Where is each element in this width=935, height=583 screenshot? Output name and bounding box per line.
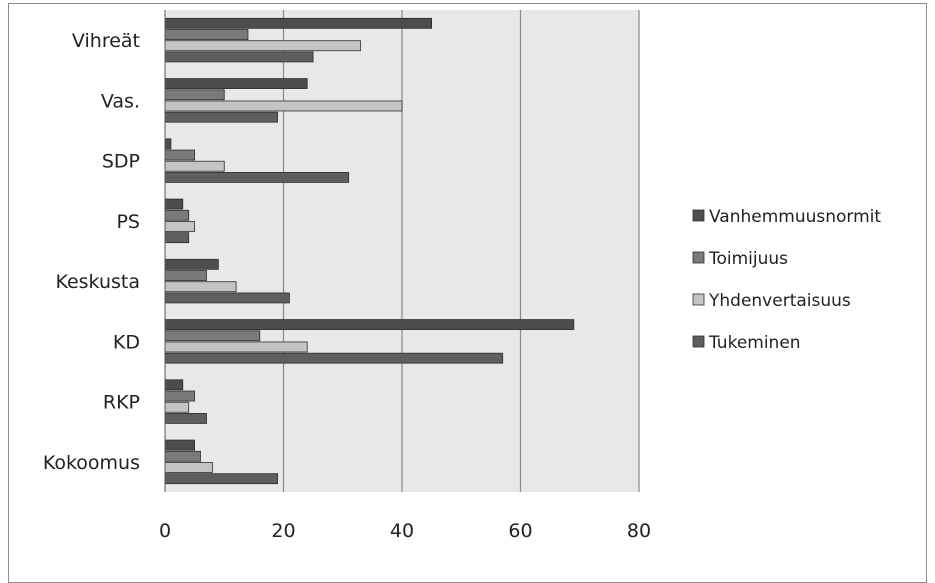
bar-kd-vanhemmuusnormit	[164, 319, 575, 330]
x-tick-labels: 0 20 40 60 80	[159, 520, 651, 542]
category-label: KD	[113, 331, 140, 353]
x-tick-label: 40	[390, 520, 414, 542]
legend-label: Toimijuus	[708, 249, 788, 269]
bar-keskusta-toimijuus	[164, 270, 207, 281]
bar-kokoomus-yhdenvertaisuus	[164, 462, 213, 473]
bar-kd-yhdenvertaisuus	[164, 341, 308, 353]
category-label: Vihreät	[72, 30, 140, 52]
bar-vas--toimijuus	[164, 89, 225, 101]
bar-kokoomus-vanhemmuusnormit	[164, 439, 196, 451]
bar-vihre-t-toimijuus	[164, 29, 249, 40]
bar-kokoomus-toimijuus	[164, 450, 201, 462]
bar-sdp-tukeminen	[164, 172, 350, 183]
bar-ps-toimijuus	[164, 209, 190, 221]
legend: Vanhemmuusnormit Toimijuus Yhdenvertaisuus…	[692, 207, 881, 353]
bar-kokoomus-tukeminen	[164, 473, 278, 485]
category-labels: Vihreät Vas. SDP PS Keskusta KD RKP Kokoomus	[43, 30, 140, 474]
bars	[164, 17, 575, 485]
bar-vas--tukeminen	[164, 111, 278, 123]
bar-keskusta-yhdenvertaisuus	[164, 281, 237, 293]
bar-sdp-toimijuus	[164, 149, 196, 161]
bar-kd-tukeminen	[164, 352, 504, 364]
x-tick-label: 0	[159, 520, 171, 542]
bar-vas--vanhemmuusnormit	[164, 78, 308, 89]
bar-rkp-tukeminen	[164, 413, 207, 424]
bar-vas--yhdenvertaisuus	[164, 100, 403, 112]
bar-rkp-vanhemmuusnormit	[164, 379, 184, 391]
bar-ps-vanhemmuusnormit	[164, 198, 184, 210]
legend-label: Yhdenvertaisuus	[708, 291, 851, 311]
bar-chart: Vihreät Vas. SDP PS Keskusta KD RKP Kokoomus 0 2…	[43, 10, 881, 542]
x-tick-label: 80	[627, 520, 651, 542]
bar-sdp-yhdenvertaisuus	[164, 160, 225, 172]
category-label: PS	[116, 211, 140, 233]
bar-keskusta-vanhemmuusnormit	[164, 258, 219, 270]
bar-vihre-t-tukeminen	[164, 51, 314, 63]
legend-swatch-toimijuus	[692, 251, 705, 264]
bar-kd-toimijuus	[164, 330, 261, 342]
legend-label: Vanhemmuusnormit	[709, 207, 881, 227]
category-label: Kokoomus	[43, 452, 140, 474]
bar-rkp-yhdenvertaisuus	[164, 401, 190, 413]
gridlines	[282, 10, 640, 492]
legend-swatch-tukeminen	[692, 335, 705, 348]
bar-ps-yhdenvertaisuus	[164, 221, 196, 232]
bar-sdp-vanhemmuusnormit	[164, 138, 172, 150]
legend-swatch-yhdenvertaisuus	[692, 293, 705, 306]
x-tick-label: 60	[508, 520, 532, 542]
category-label: Keskusta	[55, 271, 140, 293]
x-tick-label: 20	[271, 520, 295, 542]
category-label: RKP	[103, 392, 140, 414]
bar-rkp-toimijuus	[164, 390, 196, 402]
bar-keskusta-tukeminen	[164, 292, 290, 304]
bar-vihre-t-yhdenvertaisuus	[164, 40, 361, 52]
category-label: Vas.	[101, 90, 140, 112]
bar-ps-tukeminen	[164, 232, 190, 244]
legend-label: Tukeminen	[708, 333, 801, 353]
legend-swatch-vanhemmuusnormit	[692, 209, 705, 222]
bar-vihre-t-vanhemmuusnormit	[164, 17, 433, 29]
category-label: SDP	[102, 151, 140, 173]
